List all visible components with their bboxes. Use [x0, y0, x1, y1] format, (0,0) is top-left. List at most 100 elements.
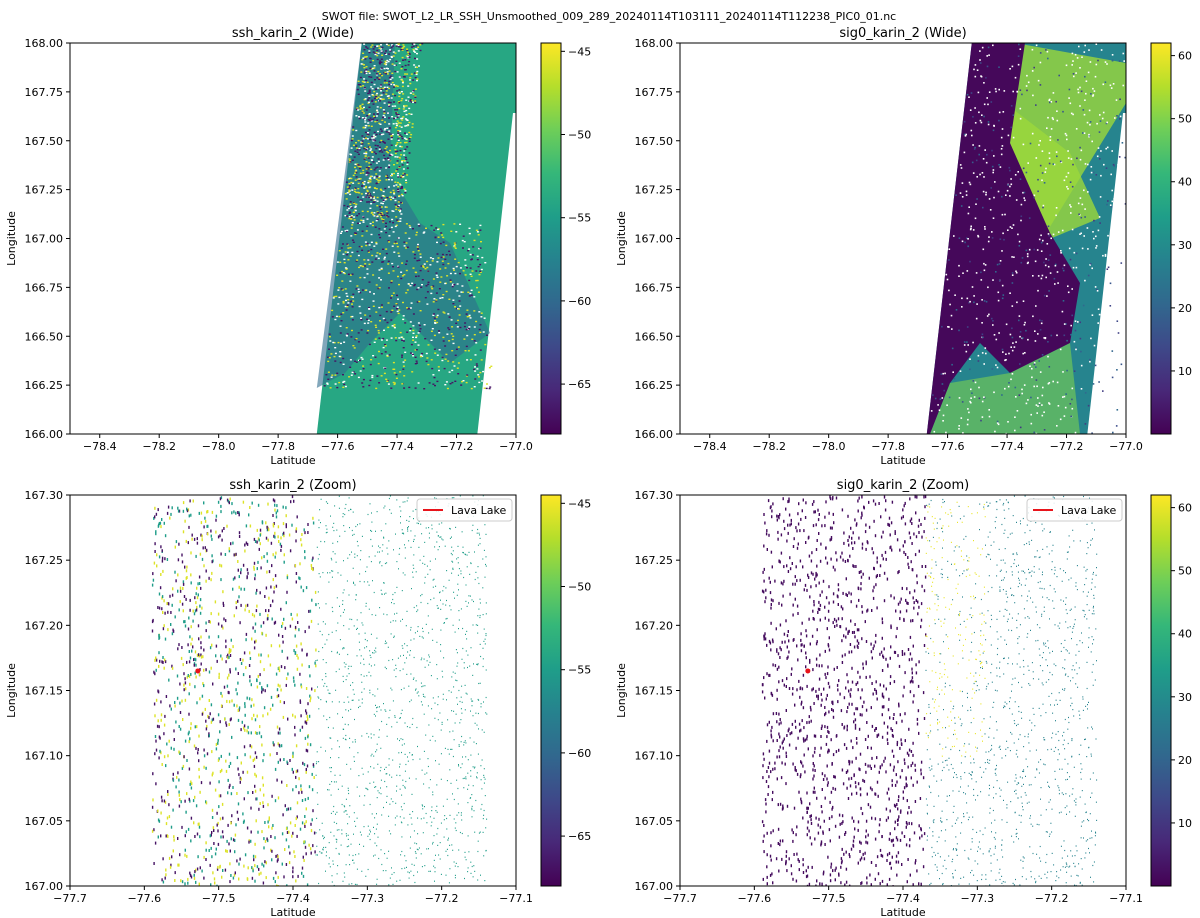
speckle — [991, 317, 993, 320]
speckle — [993, 125, 995, 127]
speckle — [1024, 352, 1026, 354]
speckle — [430, 286, 433, 288]
scatter-point — [461, 658, 463, 660]
speckle — [445, 244, 448, 247]
speckle — [1117, 221, 1120, 223]
speckle — [367, 322, 370, 324]
speckle — [369, 163, 372, 166]
scatter-point — [429, 816, 431, 818]
speckle — [1004, 359, 1006, 362]
scatter-point — [182, 718, 184, 721]
speckle — [357, 254, 360, 257]
scatter-point — [435, 585, 437, 587]
speckle — [358, 245, 361, 248]
scatter-point — [486, 818, 488, 820]
speckle — [376, 175, 379, 178]
speckle — [974, 381, 977, 384]
speckle — [338, 296, 341, 299]
speckle — [396, 109, 399, 111]
scatter-point — [366, 732, 368, 735]
speckle — [1065, 64, 1068, 67]
scatter-point — [177, 589, 179, 593]
speckle — [372, 67, 375, 70]
speckle — [375, 133, 378, 136]
scatter-point — [371, 614, 373, 616]
speckle — [397, 114, 400, 117]
scatter-point — [454, 631, 456, 633]
scatter-point — [433, 865, 435, 867]
scatter-point — [471, 807, 473, 809]
scatter-point — [274, 836, 276, 840]
scatter-point — [461, 531, 463, 533]
scatter-point — [244, 713, 246, 717]
speckle — [389, 191, 392, 194]
scatter-point — [277, 858, 279, 862]
scatter-point — [479, 682, 481, 684]
speckle — [419, 328, 422, 330]
speckle — [1026, 89, 1028, 92]
speckle — [360, 71, 363, 73]
speckle — [1196, 332, 1198, 334]
speckle — [1129, 409, 1131, 411]
speckle — [402, 172, 405, 175]
speckle — [341, 226, 344, 228]
scatter-point — [196, 653, 199, 657]
scatter-point — [157, 508, 159, 512]
scatter-point — [200, 586, 202, 590]
speckle — [419, 355, 422, 358]
scatter-point — [377, 551, 379, 553]
speckle — [967, 408, 969, 410]
scatter-point — [413, 656, 415, 659]
scatter-point — [192, 499, 194, 503]
scatter-point — [289, 851, 291, 855]
scatter-point — [301, 663, 303, 667]
speckle — [1112, 163, 1115, 166]
scatter-point — [203, 525, 205, 529]
speckle — [385, 131, 388, 133]
speckle — [473, 326, 476, 328]
scatter-point — [265, 536, 268, 540]
speckle — [376, 111, 379, 113]
scatter-point — [425, 623, 427, 625]
scatter-point — [320, 699, 322, 701]
scatter-point — [436, 811, 438, 813]
scatter-point — [214, 852, 217, 856]
speckle — [1025, 249, 1028, 252]
speckle — [410, 343, 413, 346]
scatter-point — [401, 751, 402, 754]
speckle — [1147, 354, 1149, 356]
scatter-point — [233, 510, 235, 514]
speckle — [981, 416, 984, 418]
scatter-point — [324, 541, 326, 543]
speckle — [1072, 163, 1074, 166]
scatter-point — [218, 805, 220, 809]
scatter-point — [155, 739, 157, 743]
speckle — [393, 324, 396, 326]
speckle — [1137, 306, 1139, 308]
speckle — [370, 148, 373, 150]
speckle — [466, 374, 469, 376]
speckle — [384, 88, 387, 90]
scatter-point — [228, 547, 230, 551]
speckle — [365, 109, 368, 111]
speckle — [1187, 76, 1189, 78]
scatter-point — [465, 756, 467, 758]
scatter-point — [299, 577, 301, 581]
speckle — [1019, 426, 1022, 429]
speckle — [1127, 134, 1129, 136]
speckle — [1055, 151, 1058, 153]
speckle — [1010, 126, 1012, 129]
scatter-point — [478, 532, 480, 534]
speckle — [966, 93, 969, 96]
scatter-point — [266, 684, 269, 688]
scatter-point — [387, 646, 389, 648]
scatter-point — [254, 573, 256, 577]
speckle — [968, 206, 970, 208]
speckle — [416, 70, 419, 73]
scatter-point — [188, 514, 190, 518]
speckle — [451, 369, 454, 372]
scatter-point — [479, 602, 481, 604]
speckle — [961, 306, 963, 308]
speckle — [1063, 334, 1066, 337]
scatter-point — [314, 590, 317, 594]
